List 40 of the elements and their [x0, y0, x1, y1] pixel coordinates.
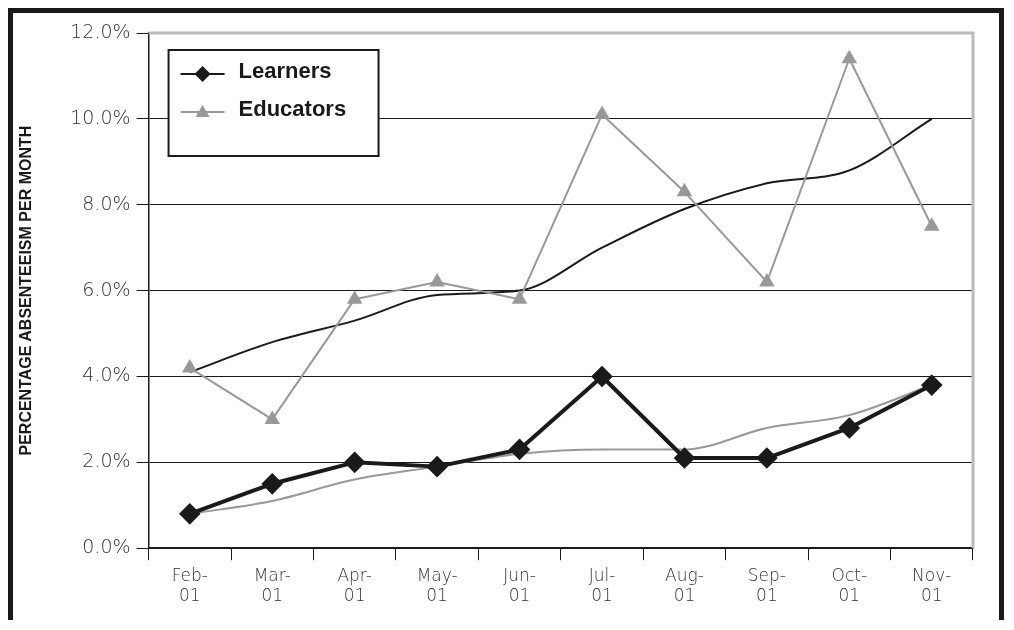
point [842, 50, 857, 64]
x-tick-label: Nov-01 [912, 564, 952, 606]
x-tick-label: May-01 [416, 564, 458, 606]
point [430, 274, 445, 287]
point [347, 291, 362, 304]
point [512, 291, 527, 304]
y-tick-label: 2.0% [82, 449, 131, 472]
point [924, 218, 939, 231]
x-tick-label: Jul-01 [588, 564, 616, 606]
point [839, 417, 860, 438]
point [179, 503, 200, 524]
point [262, 473, 283, 494]
x-tick-label: Sep-01 [747, 564, 786, 606]
point [677, 183, 692, 197]
x-tick-label: Mar-01 [253, 564, 291, 606]
point [921, 375, 942, 396]
point [509, 439, 530, 460]
point [427, 456, 448, 477]
y-tick-label: 10.0% [70, 105, 131, 128]
point [756, 448, 777, 469]
point [265, 411, 280, 424]
point [674, 448, 695, 469]
legend-label: Learners [238, 58, 332, 84]
x-tick-label: Apr-01 [337, 564, 372, 606]
y-tick-label: 8.0% [82, 191, 131, 214]
point [182, 359, 197, 373]
y-axis-title: PERCENTAGE ABSENTEEISM PER MONTH [17, 125, 35, 456]
point [592, 366, 612, 387]
legend-label: Educators [238, 96, 347, 122]
point [594, 106, 610, 120]
y-tick-label: 4.0% [82, 363, 131, 386]
x-tick-label: Oct-01 [831, 564, 868, 606]
x-tick-label: Jun-01 [503, 564, 536, 606]
y-tick-label: 0.0% [82, 535, 131, 558]
point [344, 452, 365, 473]
y-tick-label: 6.0% [82, 277, 131, 300]
x-tick-label: Feb-01 [171, 564, 208, 606]
y-tick-label: 12.0% [70, 19, 131, 42]
point [759, 274, 774, 287]
x-tick-label: Aug-01 [665, 564, 704, 606]
